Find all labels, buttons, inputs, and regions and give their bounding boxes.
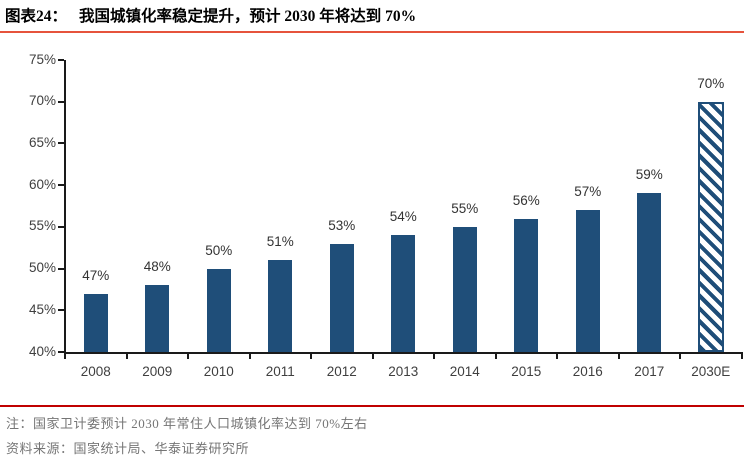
bar-value-label-2009: 48% xyxy=(143,259,171,275)
x-axis-line xyxy=(64,352,743,354)
y-axis-tick-label: 40% xyxy=(28,343,56,359)
y-axis-tick xyxy=(58,267,64,270)
x-axis-tick xyxy=(494,354,497,359)
bar-value-label-2013: 54% xyxy=(389,209,417,225)
y-axis-tick xyxy=(58,184,64,187)
bar-2030E xyxy=(697,101,724,352)
figure-source: 资料来源：国家统计局、华泰证券研究所 xyxy=(6,441,250,456)
bar-value-label-2008: 47% xyxy=(82,267,110,283)
x-category-label-2014: 2014 xyxy=(449,364,480,379)
x-axis-tick xyxy=(371,354,374,359)
y-axis-tick-label: 65% xyxy=(28,134,56,150)
bar-2017 xyxy=(637,193,662,352)
x-category-label-2016: 2016 xyxy=(572,364,603,379)
x-category-label-2010: 2010 xyxy=(203,364,234,379)
footer-divider-rule xyxy=(0,405,744,407)
x-category-label-2015: 2015 xyxy=(511,364,542,379)
bar-2015 xyxy=(514,218,539,352)
x-category-label-2011: 2011 xyxy=(265,364,295,379)
x-category-label-2008: 2008 xyxy=(80,364,111,379)
bar-2013 xyxy=(391,235,416,352)
y-axis-tick xyxy=(58,225,64,228)
x-category-label-2012: 2012 xyxy=(326,364,357,379)
y-axis-tick xyxy=(58,100,64,103)
bar-value-label-2017: 59% xyxy=(635,167,663,183)
x-axis-tick xyxy=(740,354,743,359)
bar-2011 xyxy=(268,260,293,352)
x-category-label-2030E: 2030E xyxy=(691,364,731,379)
y-axis-tick xyxy=(58,351,64,353)
y-axis-tick-label: 75% xyxy=(28,51,56,67)
x-axis-tick xyxy=(617,354,620,359)
title-divider-rule xyxy=(0,31,744,33)
bar-2014 xyxy=(452,226,477,352)
y-axis-tick xyxy=(58,142,64,145)
y-axis-line xyxy=(64,60,66,359)
y-axis-tick-label: 45% xyxy=(28,301,56,317)
x-axis-tick xyxy=(310,354,312,359)
figure-header: 图表24： 我国城镇化率稳定提升，预计 2030 年将达到 70% xyxy=(5,4,739,26)
figure-number-label: 图表24： xyxy=(5,8,68,25)
bar-value-label-2015: 56% xyxy=(512,192,540,208)
bar-2010 xyxy=(206,268,231,352)
bar-value-label-2016: 57% xyxy=(574,184,602,200)
y-axis-tick-label: 50% xyxy=(28,260,56,276)
bar-value-label-2030E: 70% xyxy=(697,75,725,91)
x-category-label-2017: 2017 xyxy=(634,364,665,379)
y-axis-tick xyxy=(58,59,64,61)
figure-note: 注：国家卫计委预计 2030 年常住人口城镇化率达到 70%左右 xyxy=(6,416,368,431)
figure-title: 我国城镇化率稳定提升，预计 2030 年将达到 70% xyxy=(79,8,417,25)
x-axis-tick xyxy=(433,354,435,359)
x-axis-tick xyxy=(125,354,128,359)
y-axis-tick-label: 55% xyxy=(28,218,56,234)
x-category-label-2013: 2013 xyxy=(388,364,419,379)
bar-2008 xyxy=(83,293,108,352)
x-axis-tick xyxy=(187,354,189,359)
bar-2009 xyxy=(145,285,170,352)
bar-value-label-2010: 50% xyxy=(205,242,233,258)
bar-value-label-2012: 53% xyxy=(328,217,356,233)
x-axis-tick xyxy=(248,354,251,359)
y-axis-tick-label: 70% xyxy=(28,93,56,109)
bar-value-label-2014: 55% xyxy=(451,200,479,216)
x-axis-tick xyxy=(556,354,558,359)
x-axis-tick xyxy=(64,354,66,359)
bar-value-label-2011: 51% xyxy=(266,234,294,250)
x-axis-tick xyxy=(679,354,681,359)
bar-2016 xyxy=(575,210,600,352)
y-axis-tick xyxy=(58,309,64,312)
y-axis-tick-label: 60% xyxy=(28,176,56,192)
x-category-label-2009: 2009 xyxy=(142,364,173,379)
bar-2012 xyxy=(329,243,354,352)
